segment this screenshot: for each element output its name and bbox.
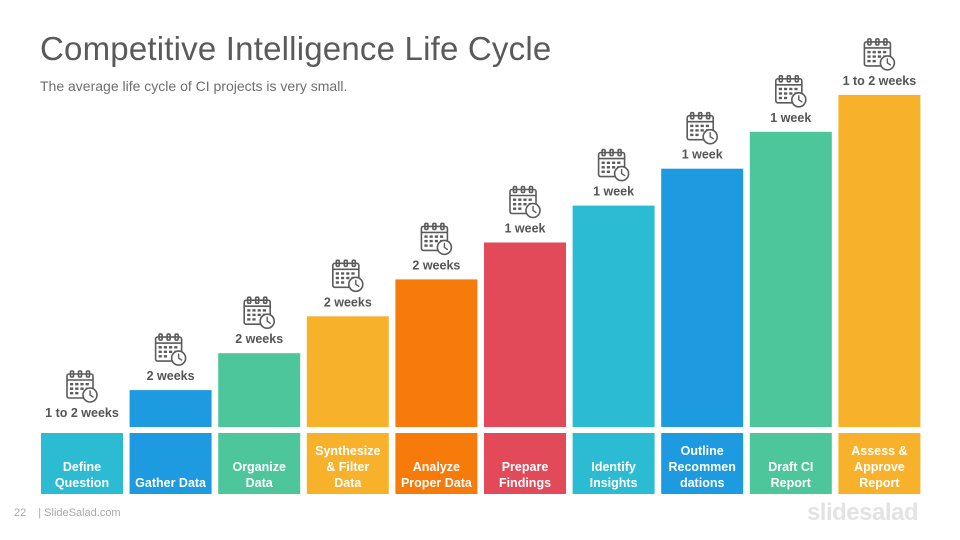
category-block (41, 433, 123, 494)
bar-4 (306, 316, 389, 427)
category-label: Outline (681, 444, 724, 458)
page-subtitle: The average life cycle of CI projects is… (40, 78, 348, 94)
calendar-clock-icon (66, 370, 98, 403)
category-block (218, 433, 301, 494)
category-label: Findings (499, 476, 551, 490)
calendar-clock-icon (420, 222, 453, 256)
baseline-arrow (41, 425, 920, 435)
category-block (838, 433, 921, 494)
footer-left: 22 | SlideSalad.com (14, 507, 127, 519)
duration-label: 1 to 2 weeks (843, 74, 917, 88)
category-block (661, 433, 744, 494)
category-label: Gather Data (135, 476, 207, 490)
bar-10 (838, 94, 921, 428)
category-label: Recommen (669, 460, 736, 474)
bar-9 (749, 131, 832, 428)
duration-label: 1 week (593, 185, 634, 199)
category-label: dations (680, 476, 724, 490)
bar-6 (484, 242, 566, 427)
category-label: Insights (590, 476, 638, 490)
category-label: Identify (591, 460, 635, 474)
category-block (572, 433, 655, 494)
footer-site: | SlideSalad.com (38, 507, 121, 519)
category-label: Define (63, 460, 101, 474)
category-label: Data (334, 476, 362, 490)
duration-label: 1 week (682, 148, 723, 162)
duration-label: 2 weeks (324, 295, 372, 309)
bar-5 (395, 279, 478, 427)
category-block (395, 433, 478, 494)
bar-8 (661, 168, 744, 427)
category-block (306, 433, 389, 494)
category-label: Assess & (851, 444, 907, 458)
calendar-clock-icon (774, 75, 807, 108)
duration-label: 1 week (770, 111, 811, 125)
category-block (749, 433, 832, 494)
category-label: Proper Data (401, 476, 473, 490)
duration-label: 2 weeks (412, 258, 460, 272)
duration-label: 2 weeks (235, 332, 283, 346)
category-label: Synthesize (315, 444, 380, 458)
duration-label: 1 week (504, 222, 545, 236)
calendar-clock-icon (863, 38, 896, 71)
category-label: & Filter (326, 460, 369, 474)
duration-label: 1 to 2 weeks (45, 406, 119, 420)
calendar-clock-icon (154, 333, 187, 366)
category-label: Organize (232, 460, 286, 474)
bar-7 (572, 205, 655, 427)
calendar-clock-icon (509, 185, 541, 219)
calendar-clock-icon (331, 259, 364, 293)
category-label: Question (55, 476, 109, 490)
category-label: Data (246, 476, 274, 490)
page-title: Competitive Intelligence Life Cycle (40, 30, 552, 67)
calendar-clock-icon (686, 111, 719, 145)
category-label: Analyze (413, 460, 460, 474)
category-label: Approve (854, 460, 905, 474)
category-label: Report (771, 476, 812, 490)
category-block (129, 433, 212, 494)
category-label: Draft CI (768, 460, 813, 474)
calendar-clock-icon (243, 296, 275, 330)
category-label: Report (859, 476, 900, 490)
duration-label: 2 weeks (147, 369, 195, 383)
bar-3 (218, 353, 301, 427)
brand-logo: slidesalad (806, 499, 919, 526)
category-label: Prepare (502, 460, 549, 474)
page-number: 22 (14, 507, 27, 519)
category-block (484, 433, 566, 494)
bar-2 (129, 390, 212, 427)
calendar-clock-icon (597, 148, 630, 182)
